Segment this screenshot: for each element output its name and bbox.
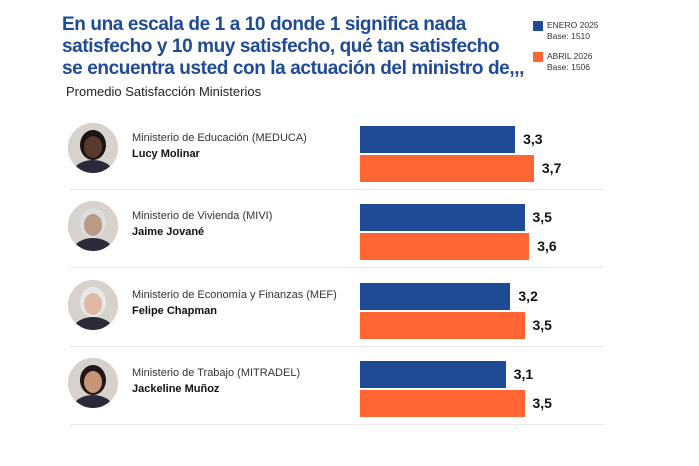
bar-abril-2026 — [360, 390, 525, 417]
data-label: 3,6 — [537, 238, 557, 254]
chart-header: En una escala de 1 a 10 donde 1 signific… — [62, 14, 524, 99]
bar-enero-2025 — [360, 361, 506, 388]
legend-label: ENERO 2025 — [547, 20, 599, 30]
bar-enero-2025 — [360, 283, 511, 310]
row-divider — [70, 346, 604, 347]
legend-swatch — [533, 52, 543, 62]
minister-name: Jaime Jované — [132, 226, 205, 238]
data-label: 3,3 — [523, 131, 543, 147]
bar-enero-2025 — [360, 126, 516, 153]
ministry-label: Ministerio de Educación (MEDUCA) — [132, 132, 307, 144]
chart-row: Ministerio de Vivienda (MIVI) Jaime Jova… — [0, 189, 699, 268]
data-label: 3,5 — [532, 317, 552, 333]
legend-item-abril-2026: ABRIL 2026 Base: 1506 — [533, 51, 593, 73]
bar-enero-2025 — [360, 204, 525, 231]
chart-subtitle: Promedio Satisfacción Ministerios — [66, 84, 262, 99]
data-label: 3,5 — [532, 395, 552, 411]
chart-row: Ministerio de Trabajo (MITRADEL) Jackeli… — [0, 346, 699, 425]
bar-abril-2026 — [360, 312, 525, 339]
data-label: 3,5 — [532, 209, 552, 225]
avatar — [68, 358, 118, 408]
row-divider — [70, 189, 604, 190]
data-label: 3,1 — [513, 366, 534, 382]
bar-abril-2026 — [360, 155, 534, 182]
minister-name: Felipe Chapman — [132, 305, 217, 317]
legend-base: Base: 1506 — [547, 62, 591, 72]
ministry-label: Ministerio de Trabajo (MITRADEL) — [132, 367, 301, 379]
avatar — [68, 123, 118, 173]
data-label: 3,2 — [518, 288, 538, 304]
legend-base: Base: 1510 — [547, 31, 591, 41]
ministry-label: Ministerio de Vivienda (MIVI) — [132, 210, 273, 222]
chart-row: Ministerio de Economía y Finanzas (MEF) … — [0, 268, 699, 347]
legend-label: ABRIL 2026 — [547, 51, 593, 61]
row-divider — [70, 424, 604, 425]
legend-item-enero-2025: ENERO 2025 Base: 1510 — [533, 20, 599, 42]
row-divider — [70, 267, 604, 268]
avatar — [68, 201, 118, 251]
legend-swatch — [533, 21, 543, 31]
ministry-label: Ministerio de Economía y Finanzas (MEF) — [132, 289, 337, 301]
chart-row: Ministerio de Educación (MEDUCA) Lucy Mo… — [0, 111, 699, 190]
data-label: 3,7 — [541, 160, 562, 176]
minister-name: Jackeline Muñoz — [132, 383, 220, 395]
avatar — [68, 280, 118, 330]
chart-title: En una escala de 1 a 10 donde 1 signific… — [62, 14, 524, 79]
bar-abril-2026 — [360, 233, 530, 260]
minister-name: Lucy Molinar — [132, 148, 200, 160]
